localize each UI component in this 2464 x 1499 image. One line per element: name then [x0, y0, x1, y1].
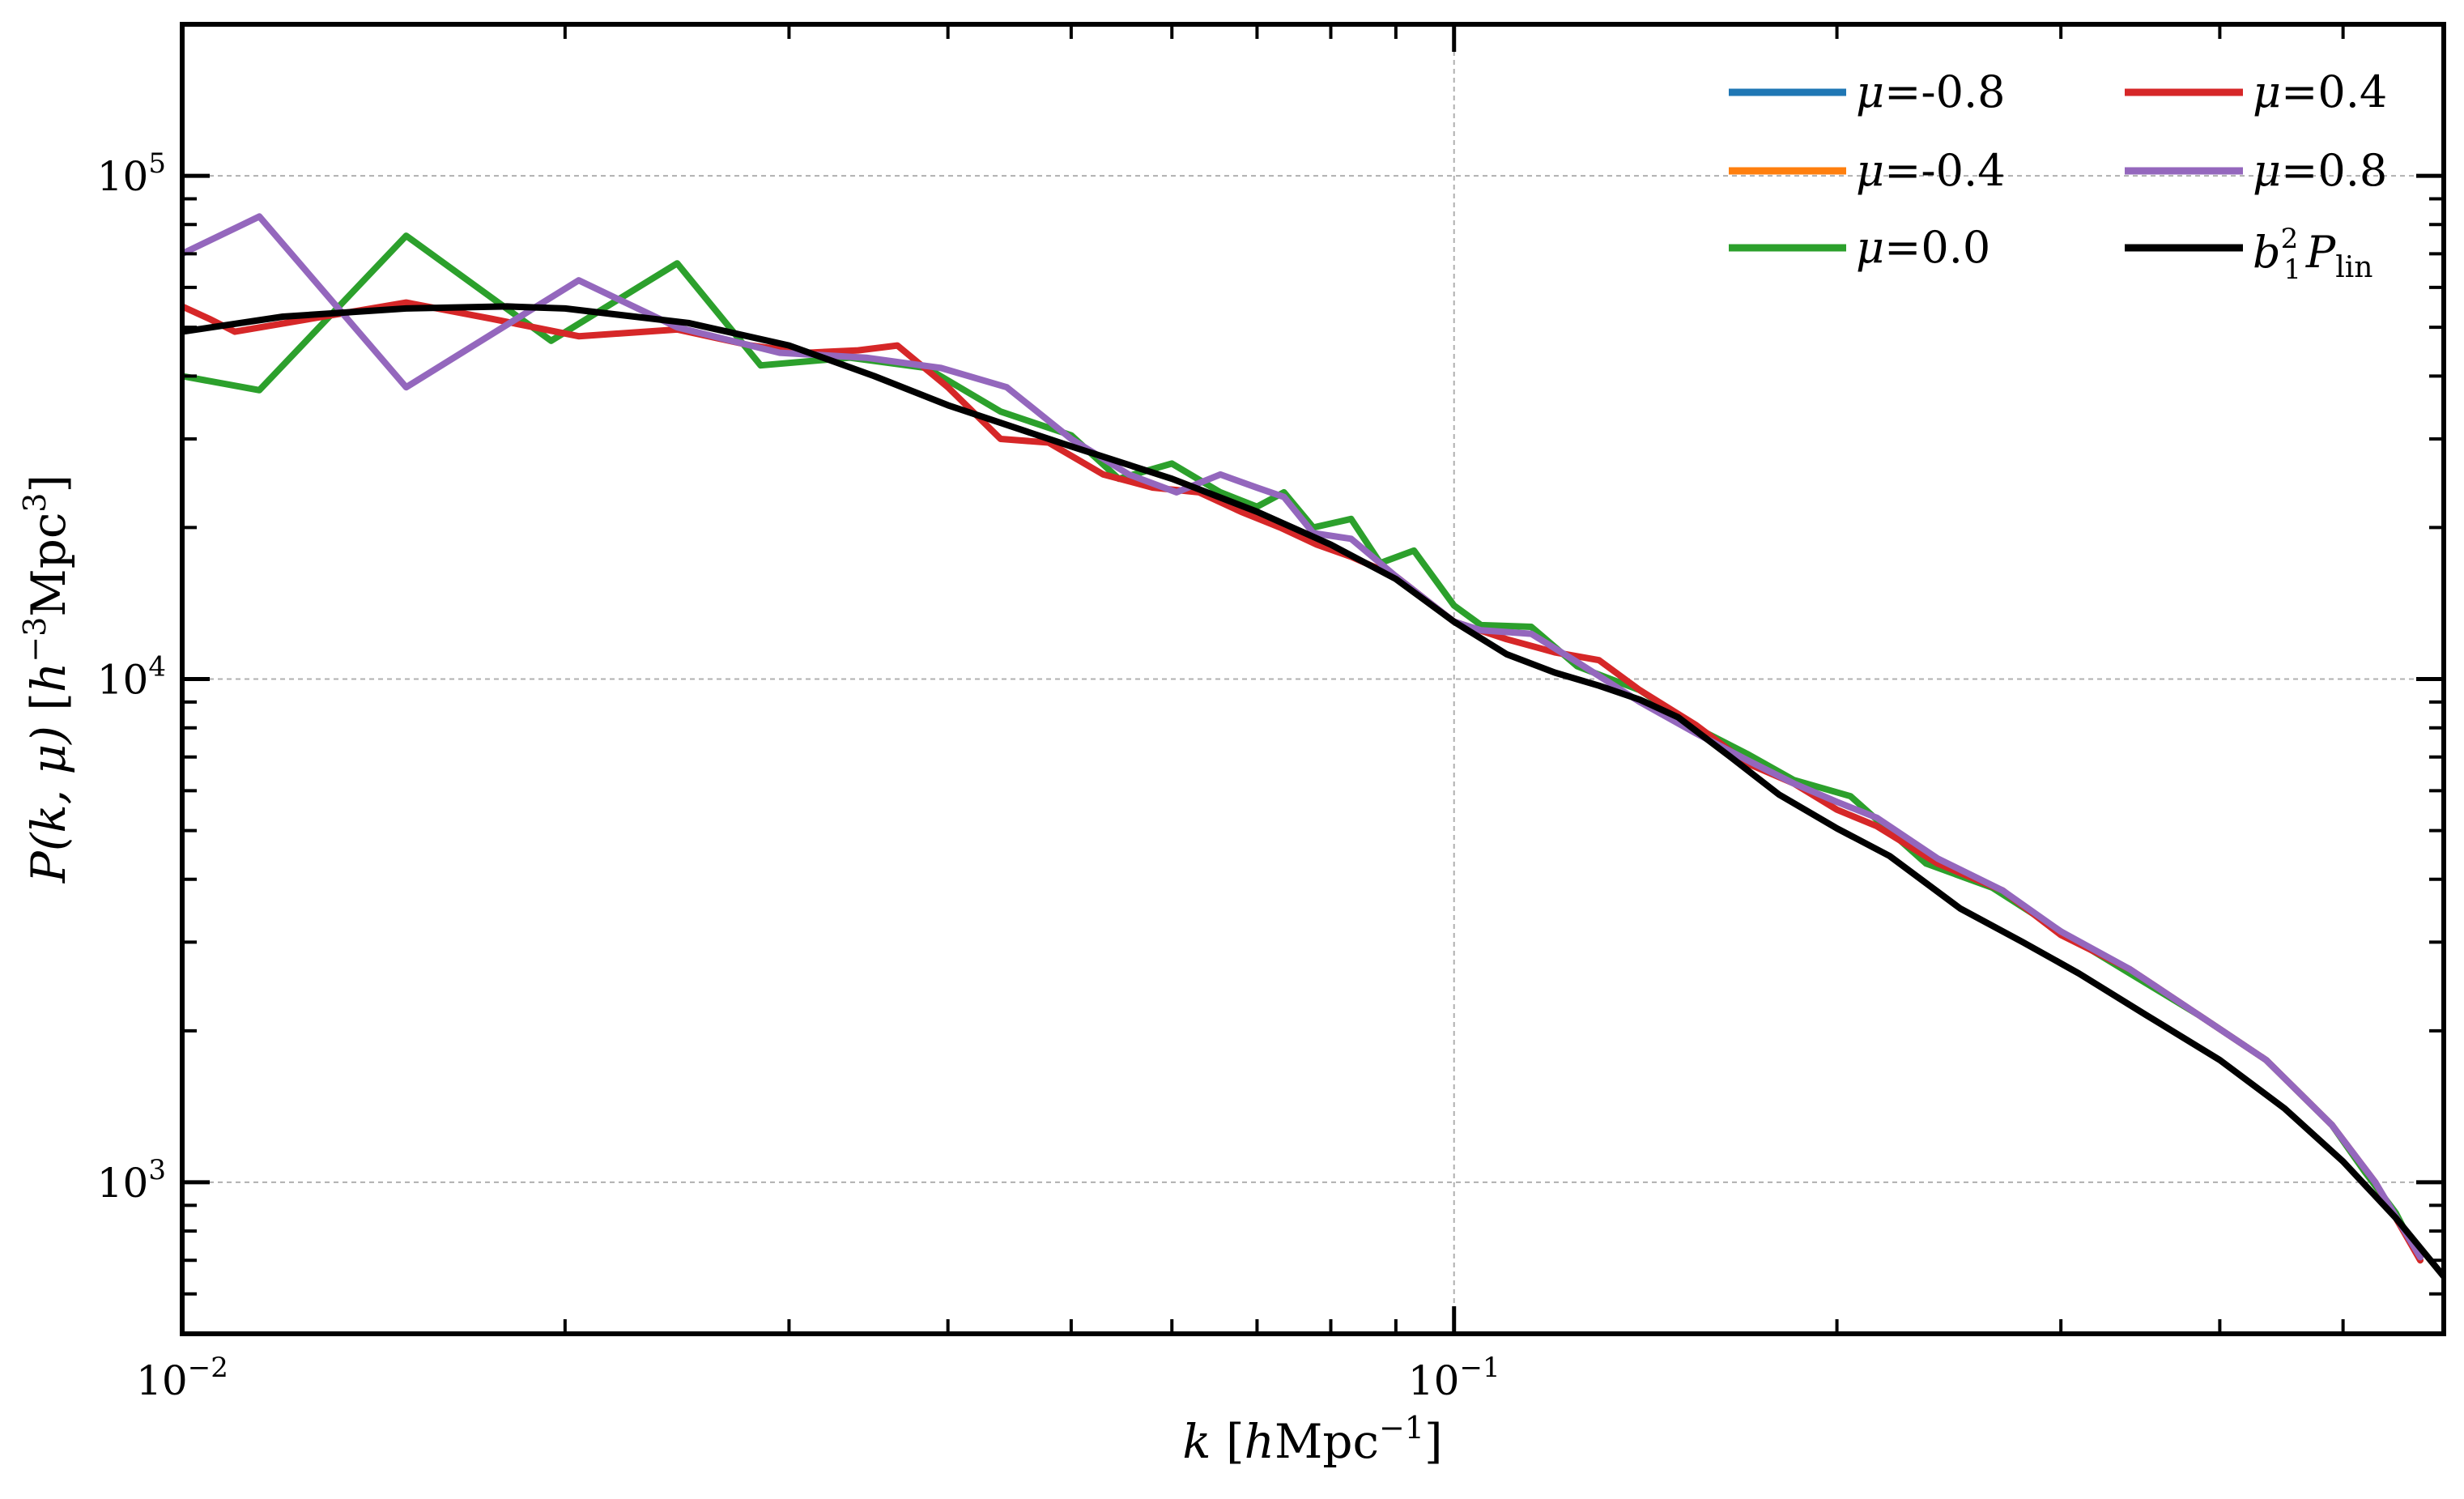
- tick-labels: 10−2 10−1 103 104 105: [97, 147, 1500, 1404]
- legend-label-sup: 2: [2281, 223, 2299, 255]
- data-series: [182, 213, 2444, 1280]
- legend-label-value: =0.8: [2281, 145, 2387, 196]
- svg-text:μ=0.4: μ=0.4: [2253, 66, 2387, 117]
- legend: μ=-0.8 μ=-0.4 μ=0.0 μ=0.4 μ=0.8: [1729, 66, 2387, 286]
- legend-label-symbol: μ: [2253, 145, 2281, 196]
- legend-label-P: P: [2305, 227, 2337, 278]
- legend-label-sub: 1: [2283, 253, 2301, 286]
- legend-label-value: =0.0: [1884, 222, 1990, 273]
- legend-label-lin: lin: [2335, 251, 2373, 284]
- legend-label-symbol: μ: [1856, 66, 1884, 117]
- legend-label-b: b: [2253, 227, 2281, 278]
- legend-entry-mu-minus-0.4: μ=-0.4: [1729, 145, 2005, 196]
- legend-label-value: =0.4: [2281, 66, 2387, 117]
- svg-text:μ=-0.4: μ=-0.4: [1856, 145, 2005, 196]
- svg-text:μ=0.8: μ=0.8: [2253, 145, 2387, 196]
- y-tick-label: 104: [97, 651, 166, 704]
- legend-label-symbol: μ: [1856, 145, 1884, 196]
- series-line-5: [182, 303, 2444, 1280]
- grid-lines: [182, 24, 2444, 1334]
- x-axis-label: k [hMpc−1]: [1182, 1410, 1442, 1469]
- x-tick-label: 10−1: [1408, 1352, 1500, 1404]
- legend-entry-mu-0.4: μ=0.4: [2125, 66, 2387, 117]
- legend-label-value: =-0.4: [1884, 145, 2005, 196]
- y-tick-label: 103: [97, 1154, 166, 1207]
- y-tick-label: 105: [97, 147, 166, 200]
- svg-text:μ=0.0: μ=0.0: [1856, 222, 1990, 273]
- svg-text:μ=-0.8: μ=-0.8: [1856, 66, 2005, 117]
- legend-label-symbol: μ: [2253, 66, 2281, 117]
- legend-entry-mu-minus-0.8: μ=-0.8: [1729, 66, 2005, 117]
- legend-label-symbol: μ: [1856, 222, 1884, 273]
- legend-entry-mu-0.8: μ=0.8: [2125, 145, 2387, 196]
- y-axis-label: P(k, μ) [h−3Mpc3]: [17, 475, 76, 884]
- plot-frame: [180, 22, 2446, 1336]
- x-tick-label: 10−2: [136, 1352, 228, 1404]
- legend-label-value: =-0.8: [1884, 66, 2005, 117]
- legend-entry-mu-0.0: μ=0.0: [1729, 222, 1990, 273]
- legend-entry-linear-model: b2 1 Plin: [2125, 223, 2373, 286]
